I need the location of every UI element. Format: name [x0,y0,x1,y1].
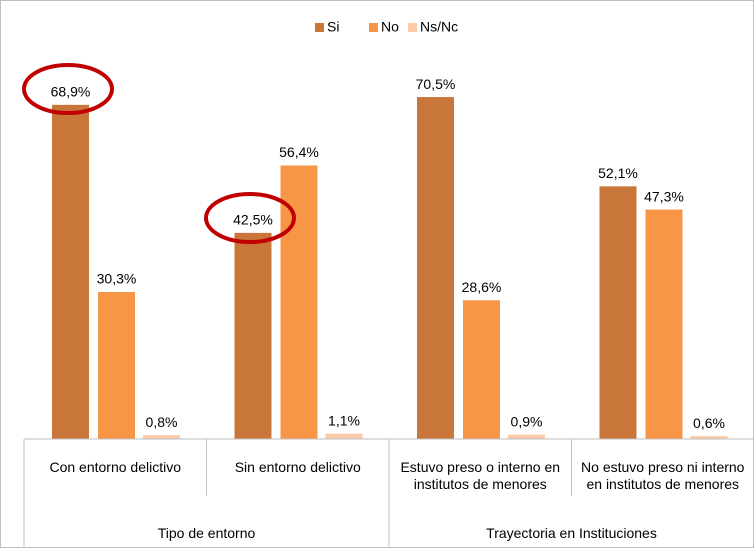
legend-label: Ns/Nc [420,19,458,35]
value-label: 0,9% [511,413,543,429]
bar [690,436,728,439]
legend-swatch [315,23,324,32]
bar [463,300,500,439]
bar [325,433,363,439]
bar [52,104,89,440]
bar [280,165,318,439]
x-tick-label: Con entorno delictivo [49,459,182,475]
bar [98,292,135,439]
bar [508,434,545,439]
value-label: 56,4% [279,144,319,160]
group-label: Tipo de entorno [157,525,256,541]
bar [143,435,180,439]
value-label: 28,6% [462,279,502,295]
x-tick-label: Estuvo preso o interno en institutos de … [400,459,561,492]
value-label: 68,9% [51,84,91,100]
bar [599,186,637,439]
x-tick-label: No estuvo preso ni interno en institutos… [581,459,745,492]
bar [234,232,272,439]
value-label: 52,1% [598,165,638,181]
value-label: 0,8% [146,414,178,430]
highlight-circle [204,192,296,244]
highlight-circle [22,63,114,115]
legend-label: No [381,19,399,35]
legend-label: Si [327,19,339,35]
value-label: 1,1% [328,412,360,428]
legend-swatch [408,23,417,32]
x-tick-label: Sin entorno delictivo [234,459,361,475]
value-label: 30,3% [97,271,137,287]
legend-swatch [369,23,378,32]
bar [417,97,454,439]
group-label: Trayectoria en Instituciones [486,525,657,541]
value-label: 42,5% [233,212,273,228]
bar [645,209,683,439]
value-label: 0,6% [693,415,725,431]
value-label: 47,3% [644,188,684,204]
value-label: 70,5% [416,76,456,92]
